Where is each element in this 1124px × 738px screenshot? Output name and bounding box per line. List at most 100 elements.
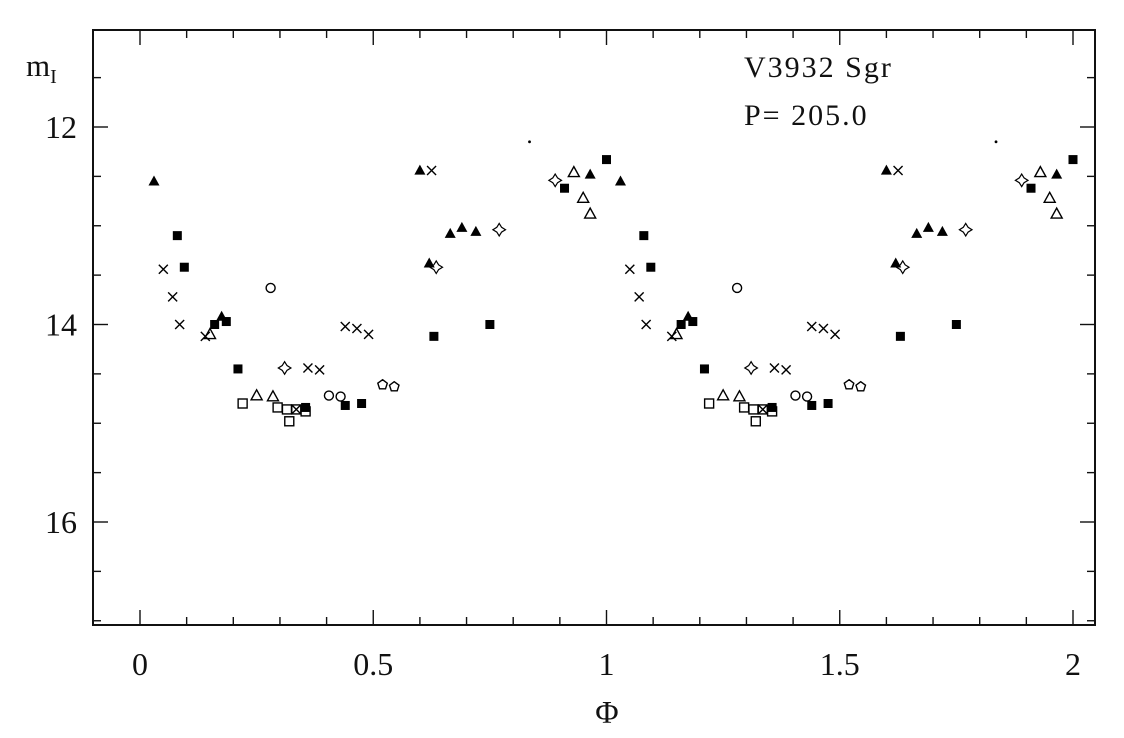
marker-filled-square [676, 320, 686, 329]
marker-filled-square [895, 331, 905, 341]
x-tick-label: 2 [1065, 646, 1081, 682]
y-tick-label: 12 [45, 109, 77, 145]
marker-open-circle [790, 390, 801, 401]
marker-filled-square [210, 320, 220, 329]
marker-cross [340, 321, 351, 332]
marker-filled-square [179, 262, 189, 272]
marker-open-circle [323, 390, 335, 401]
marker-open-square [300, 406, 311, 417]
marker-filled-square [1068, 155, 1078, 165]
marker-four-point-star [491, 222, 507, 238]
marker-cross [818, 323, 829, 334]
marker-filled-square [233, 364, 243, 374]
marker-filled-square [340, 400, 350, 410]
marker-filled-triangle [148, 175, 160, 186]
marker-open-square [237, 398, 248, 409]
x-tick-label: 0.5 [353, 646, 393, 682]
period-annotation: P= 205.0 [744, 99, 869, 132]
marker-filled-square [429, 331, 439, 341]
marker-cross [158, 264, 169, 275]
marker-open-triangle [249, 388, 264, 401]
x-tick-label: 1.5 [820, 646, 860, 682]
marker-dot [528, 140, 531, 144]
marker-filled-square [357, 399, 367, 408]
marker-open-circle [335, 391, 346, 402]
marker-open-circle [731, 282, 743, 294]
marker-filled-triangle [922, 221, 934, 232]
marker-four-point-star [958, 222, 974, 238]
marker-filled-triangle [890, 257, 902, 268]
marker-open-triangle [1042, 190, 1057, 203]
marker-pentagon [388, 380, 400, 392]
marker-filled-square [560, 183, 570, 193]
marker-cross [291, 404, 302, 415]
marker-open-triangle [716, 388, 730, 401]
marker-cross [757, 404, 768, 415]
marker-open-triangle [203, 327, 217, 340]
marker-cross [830, 329, 841, 340]
marker-cross [174, 319, 185, 330]
marker-filled-square [172, 231, 182, 241]
marker-cross [634, 291, 645, 302]
plot-frame [92, 29, 1096, 626]
marker-filled-triangle [614, 175, 627, 186]
marker-four-point-star [428, 259, 444, 275]
marker-four-point-star [1014, 172, 1030, 188]
marker-four-point-star [895, 259, 911, 275]
marker-cross [351, 323, 362, 334]
marker-cross [363, 329, 374, 340]
y-axis-label-subscript: I [50, 66, 57, 89]
marker-pentagon [855, 380, 867, 392]
marker-filled-triangle [216, 310, 228, 321]
marker-open-square [748, 404, 759, 415]
marker-filled-square [221, 317, 231, 327]
marker-cross [781, 364, 792, 375]
marker-filled-triangle [456, 221, 468, 232]
marker-filled-square [646, 262, 656, 272]
x-axis-label: Φ [595, 694, 619, 730]
marker-filled-square [1026, 183, 1036, 193]
marker-cross [806, 321, 817, 332]
marker-filled-triangle [423, 257, 435, 268]
marker-open-triangle [1033, 165, 1048, 178]
x-tick-label: 0 [132, 646, 148, 682]
marker-cross [426, 165, 437, 176]
marker-pentagon [843, 378, 855, 390]
marker-open-circle [801, 391, 813, 402]
marker-open-square [272, 402, 283, 413]
marker-filled-square [688, 317, 698, 327]
marker-four-point-star [547, 172, 563, 188]
marker-dot [994, 140, 998, 144]
marker-filled-triangle [584, 168, 596, 179]
marker-open-triangle [669, 327, 684, 340]
marker-filled-square [602, 155, 611, 165]
y-axis-label-main: m [26, 48, 51, 83]
marker-filled-square [699, 364, 709, 374]
marker-open-square [766, 406, 778, 417]
marker-cross [302, 362, 313, 373]
marker-open-circle [265, 282, 276, 294]
marker-cross [314, 364, 325, 375]
marker-filled-square [807, 400, 817, 410]
y-tick-label: 14 [45, 307, 77, 343]
marker-filled-triangle [911, 227, 923, 238]
marker-cross [769, 362, 780, 373]
marker-open-triangle [266, 389, 280, 402]
marker-four-point-star [277, 360, 293, 376]
marker-filled-triangle [880, 164, 892, 175]
marker-filled-square [485, 320, 495, 329]
marker-filled-triangle [470, 225, 482, 236]
marker-open-square [738, 402, 750, 413]
marker-open-square [750, 416, 761, 427]
marker-four-point-star [743, 360, 759, 376]
marker-cross [167, 291, 178, 302]
marker-cross [641, 319, 652, 330]
marker-open-triangle [1049, 206, 1064, 219]
marker-open-triangle [576, 190, 590, 203]
star-name-annotation: V3932 Sgr [744, 51, 893, 84]
marker-open-square [281, 404, 293, 415]
x-tick-label: 1 [599, 646, 615, 682]
marker-open-triangle [567, 165, 581, 178]
marker-open-triangle [583, 206, 597, 219]
